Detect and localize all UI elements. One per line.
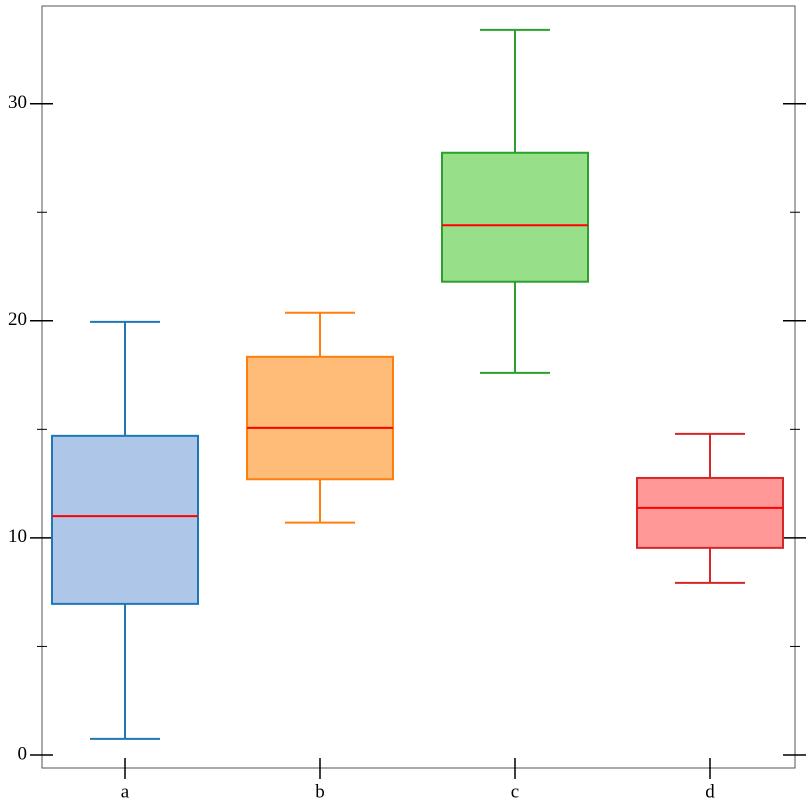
plot-frame <box>41 5 796 769</box>
box <box>246 355 394 481</box>
x-tick-label: a <box>121 781 130 802</box>
y-tick-label: 0 <box>18 743 28 764</box>
box <box>636 476 784 549</box>
x-tick-label: c <box>511 781 519 802</box>
box <box>51 434 199 605</box>
y-tick-label: 10 <box>8 526 27 547</box>
x-tick-label: d <box>705 781 715 802</box>
y-tick-label: 30 <box>8 92 27 113</box>
box <box>441 151 589 283</box>
y-tick-label: 20 <box>8 309 27 330</box>
x-tick-label: b <box>315 781 325 802</box>
